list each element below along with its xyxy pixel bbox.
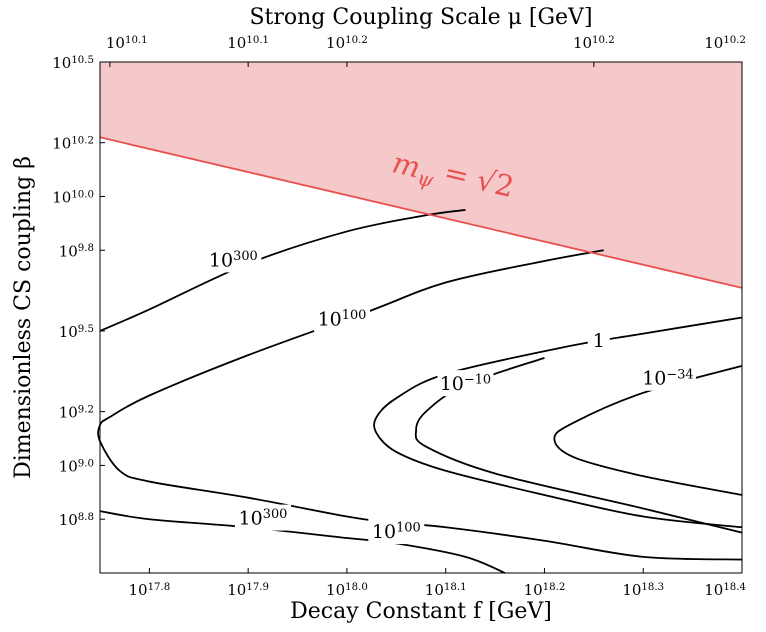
contour-label-bg bbox=[313, 305, 370, 332]
contour-label-2: 1 bbox=[587, 327, 610, 354]
top-axis-label: Strong Coupling Scale μ [GeV] bbox=[249, 5, 592, 30]
x-tick-label: 1018.2 bbox=[524, 581, 566, 599]
y-tick-label: 1010.5 bbox=[52, 54, 94, 72]
contour-label-text: 10100 bbox=[318, 308, 367, 330]
contour-label-6: 10100 bbox=[368, 518, 425, 545]
y-tick-label: 109.0 bbox=[59, 457, 94, 475]
contour-label-bg bbox=[437, 370, 494, 397]
y-tick-label: 109.2 bbox=[59, 404, 94, 422]
x-tick-label: 1018.1 bbox=[425, 581, 467, 599]
x-tick-label: 1018.3 bbox=[622, 581, 664, 599]
top-tick-label: 1010.2 bbox=[704, 34, 746, 52]
contour-label-text: 10300 bbox=[239, 507, 288, 529]
contour-label-text: 1 bbox=[593, 330, 605, 352]
plot-frame bbox=[99, 61, 743, 574]
excluded-region bbox=[100, 62, 742, 288]
y-axis-label: Dimensionless CS coupling β bbox=[11, 156, 36, 479]
contour-label-1: 10100 bbox=[313, 305, 370, 332]
contour-label-text: 10−34 bbox=[642, 367, 693, 389]
contour-label-text: 10−10 bbox=[440, 373, 491, 395]
contour-line-4 bbox=[553, 365, 743, 496]
x-tick-label: 1018.0 bbox=[326, 581, 368, 599]
x-tick-label: 1017.9 bbox=[227, 581, 269, 599]
y-tick-label: 109.8 bbox=[59, 242, 94, 260]
contour-line-0 bbox=[99, 209, 466, 332]
top-tick-label: 1010.1 bbox=[227, 34, 269, 52]
x-axis-label: Decay Constant f [GeV] bbox=[290, 599, 552, 624]
boundary-line-segment bbox=[99, 136, 743, 289]
x-tick-label: 1017.8 bbox=[128, 581, 170, 599]
contour-labels: 10300 10100 1 10−10 10−34 10300 10100 bbox=[205, 246, 696, 545]
contour-line-5 bbox=[99, 510, 506, 574]
y-tick-label: 1010.0 bbox=[52, 188, 94, 206]
contour-label-text: 10300 bbox=[209, 249, 258, 271]
axis-ticks: 1017.8 1017.9 1018.0 1018.1 1018.2 1018.3 1018… bbox=[52, 34, 746, 599]
contour-label-bg bbox=[587, 327, 610, 354]
contour-label-5: 10300 bbox=[234, 504, 291, 531]
excluded-region-fill bbox=[100, 62, 742, 288]
y-tick-label: 108.8 bbox=[59, 511, 94, 529]
x-tick-label: 1018.4 bbox=[704, 581, 746, 599]
contour-line-2 bbox=[373, 316, 743, 529]
contour-label-3: 10−10 bbox=[437, 370, 494, 397]
contour-label-bg bbox=[234, 504, 291, 531]
top-tick-label: 1010.2 bbox=[326, 34, 368, 52]
contour-line-1 bbox=[97, 249, 743, 561]
contour-label-text: 10100 bbox=[372, 521, 421, 543]
top-tick-label: 1010.1 bbox=[106, 34, 148, 52]
contour-label-bg bbox=[205, 246, 262, 273]
y-tick-label: 109.5 bbox=[59, 323, 94, 341]
contour-label-0: 10300 bbox=[205, 246, 262, 273]
contour-label-4: 10−34 bbox=[639, 364, 696, 391]
top-tick-label: 1010.2 bbox=[573, 34, 615, 52]
contour-label-bg bbox=[639, 364, 696, 391]
y-tick-label: 1010.2 bbox=[52, 135, 94, 153]
contour-label-bg bbox=[368, 518, 425, 545]
